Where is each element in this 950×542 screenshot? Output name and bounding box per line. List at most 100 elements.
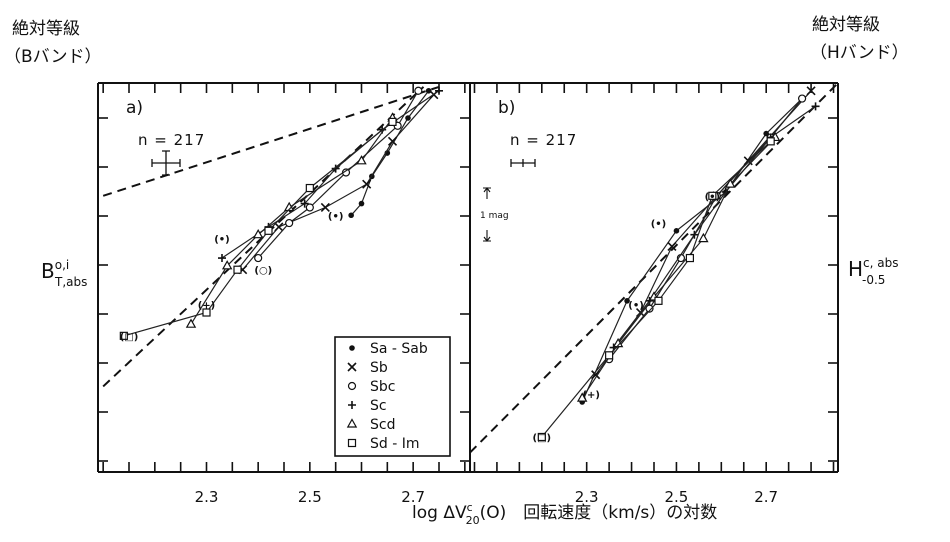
series-point-square (305, 183, 314, 193)
panel-label: a) (126, 98, 143, 118)
reference-dashed-line (469, 82, 839, 454)
labeled-point: (•) (628, 301, 644, 312)
series-point-circle (254, 253, 263, 263)
legend-label: Scd (370, 417, 395, 433)
legend-label: Sc (370, 398, 387, 414)
right-axis-title-line2: （Hバンド） (810, 43, 909, 63)
x-tick-label: 2.7 (401, 488, 425, 506)
series-point-square (233, 265, 242, 274)
x-tick-label: 2.3 (575, 488, 599, 506)
x-tick-label: 2.5 (298, 488, 322, 506)
x-tick-label: 2.5 (665, 488, 689, 506)
legend-marker (346, 418, 358, 428)
series-line-sb (595, 90, 812, 376)
series-point-x (362, 179, 372, 189)
legend-label: Sbc (370, 379, 395, 395)
series-point-triangle (221, 260, 233, 270)
series-point-x (667, 241, 677, 251)
series-point-square (654, 296, 663, 305)
y-axis-label: Hc, abs -0.5 (848, 256, 899, 287)
series-point-dot (405, 115, 411, 121)
legend-marker (349, 345, 355, 351)
series-point-plus (690, 230, 699, 239)
legend-label: Sd - Im (370, 436, 420, 452)
series-point-circle (797, 94, 807, 103)
sample-size-label: n = 217 (510, 131, 577, 149)
y-axis-label-main: H (848, 257, 863, 281)
legend-marker (347, 381, 357, 391)
series-point-square (605, 351, 614, 360)
y-axis-label-sup: c, abs (863, 256, 898, 270)
labeled-point: (□) (120, 332, 139, 343)
y-axis-label: Bo,i T,abs (41, 258, 87, 289)
panel-label: b) (498, 98, 515, 118)
series-line-sa-sab (581, 98, 803, 403)
series-line-sbc (257, 90, 419, 259)
series-point-dot (348, 212, 354, 219)
series-point-x (591, 370, 601, 380)
labeled-point: (□) (533, 433, 552, 444)
left-axis-title-line2: （Bバンド） (4, 47, 102, 67)
y-axis-label-main: B (41, 259, 55, 283)
y-axis-label-sub: T,abs (54, 275, 87, 289)
series-point-circle (645, 304, 654, 313)
series-line-sd-im (123, 121, 393, 337)
series-line-sd-im (541, 140, 772, 438)
series-point-square (388, 117, 397, 127)
mag-scale-label: 1 mag (480, 211, 509, 221)
series-point-dot (673, 228, 680, 234)
series-point-circle (305, 203, 314, 212)
series-line-sc (613, 105, 816, 348)
x-axis-label: log ΔVc 20(O) 回転速度（km/s）の対数 (412, 501, 717, 527)
right-axis-title-line1: 絶対等級 (812, 15, 880, 35)
y-axis-label-sup: o,i (55, 258, 70, 272)
left-axis-title-line1: 絶対等級 (12, 19, 80, 39)
series-point-plus (300, 199, 309, 208)
y-axis-label-sub: -0.5 (862, 273, 885, 287)
labeled-point: (•) (705, 192, 721, 203)
mag-scale-bar (483, 187, 491, 242)
series-point-plus (331, 164, 340, 173)
series-line-sbc (608, 98, 803, 360)
x-tick-label: 2.7 (754, 488, 778, 506)
series-point-x (274, 222, 284, 232)
series-point-circle (285, 218, 294, 228)
labeled-point: (+) (582, 390, 600, 401)
legend-marker (348, 401, 356, 409)
series-point-triangle (252, 228, 264, 239)
panel-a: 2.3 2.5 2.7 (□) (+) (•) (○) (•) a) n = 217 Bo,i T,a… (41, 82, 471, 506)
series-point-triangle (185, 318, 197, 328)
series-point-plus (218, 254, 226, 263)
series-point-x (806, 86, 816, 96)
reference-dashed-line (102, 86, 425, 388)
series-point-plus (435, 86, 443, 95)
series-point-square (264, 226, 273, 235)
legend-marker (347, 362, 357, 372)
labeled-point: (+) (198, 301, 216, 312)
series-point-circle (414, 86, 423, 95)
series-point-square (708, 191, 717, 200)
series-point-square (766, 137, 775, 146)
series-point-square (685, 253, 695, 263)
labeled-point: (•) (328, 211, 344, 222)
series-point-triangle (725, 178, 736, 188)
series-point-x (387, 136, 398, 146)
error-bar-symbol (151, 150, 181, 176)
series-point-dot (624, 298, 630, 304)
series-point-dot (358, 200, 365, 207)
error-bar-symbol (510, 159, 536, 167)
series-point-triangle (356, 155, 367, 165)
legend: Sa - Sab Sb Sbc Sc Scd Sd - Im (334, 336, 451, 457)
series-line-sb (242, 94, 435, 271)
series-point-square (119, 331, 128, 340)
legend-box (334, 336, 451, 457)
labeled-point: (○) (254, 266, 272, 277)
series-point-square (202, 308, 211, 317)
labeled-point: (•) (214, 235, 230, 246)
series-point-plus (811, 102, 820, 111)
series-line-scd (190, 117, 393, 325)
series-point-triangle (698, 232, 709, 243)
series-point-x (320, 202, 330, 213)
legend-label: Sa - Sab (370, 341, 428, 357)
panel-b: 2.3 2.5 2.7 (□) (+) (•) (•) (•) b) n = 217 1 mag Hc… (469, 82, 899, 506)
